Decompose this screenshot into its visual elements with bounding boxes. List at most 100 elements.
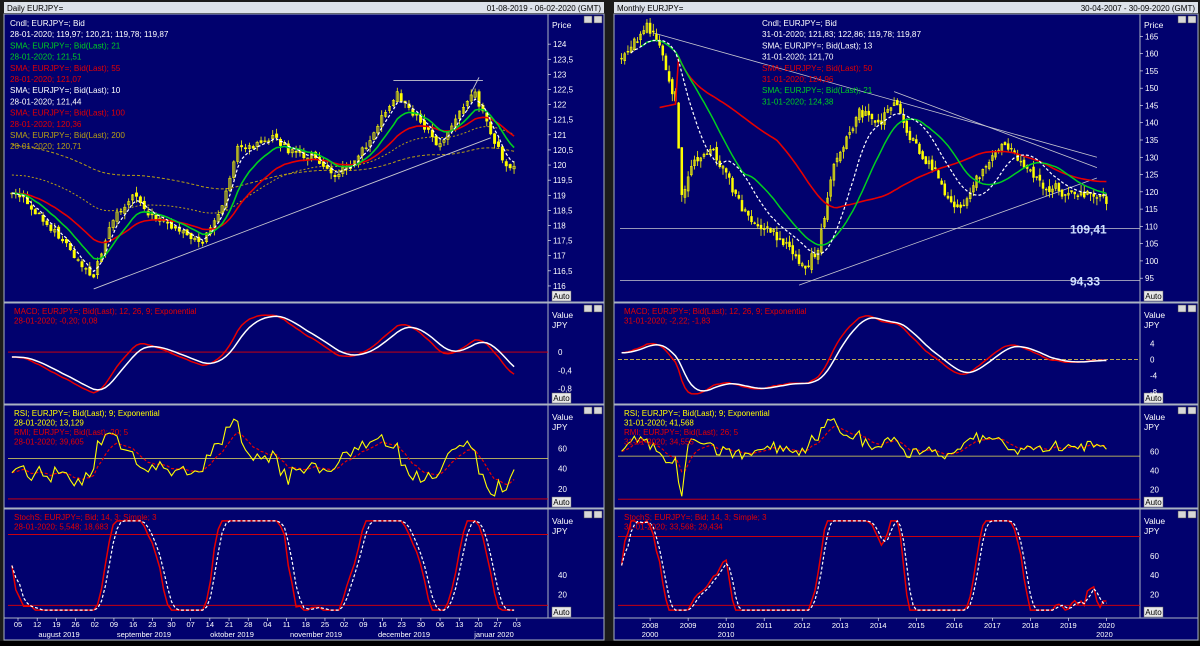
candle-body <box>380 115 384 128</box>
pane-1-close-button[interactable] <box>1187 304 1197 313</box>
indicator-tick-label: 40 <box>558 571 567 580</box>
candle-body <box>360 147 364 157</box>
time-tick-label: 05 <box>14 620 22 629</box>
trendline-upper-1 <box>653 32 1098 158</box>
indicator-tick-label: -0,8 <box>558 385 572 394</box>
time-tick-label: 18 <box>302 620 310 629</box>
price-tick-label: 121,5 <box>553 116 574 125</box>
candle-body <box>1105 196 1108 204</box>
pane-0-auto-button[interactable] <box>551 290 572 302</box>
pane-2-minimize-button[interactable] <box>1177 406 1187 415</box>
candle-body <box>1073 191 1076 195</box>
pane-2-auto-button[interactable] <box>1143 496 1164 508</box>
candle-body <box>33 209 37 215</box>
price-tick-label: 140 <box>1145 119 1159 128</box>
candle-body <box>737 195 741 199</box>
pane-1-auto-button[interactable] <box>1143 392 1164 404</box>
time-year-label: 2017 <box>984 621 1001 630</box>
pane-3-close-button[interactable] <box>1187 510 1197 519</box>
candle-body <box>76 259 80 261</box>
indicator-scale-unit: JPY <box>552 320 568 330</box>
candle-body <box>686 176 690 192</box>
sma21-line <box>11 108 515 260</box>
pane-3-auto-button[interactable] <box>551 606 572 618</box>
candle-body <box>376 125 380 134</box>
candle-body <box>177 226 181 232</box>
sma200-line <box>11 144 515 190</box>
candle-body <box>150 213 154 216</box>
pane-0-close-button[interactable] <box>1187 15 1197 24</box>
window-title-bar <box>614 2 1198 13</box>
pane-2-close-button[interactable] <box>593 406 603 415</box>
macd-signal-line <box>11 315 515 391</box>
candle-body <box>728 173 731 178</box>
price-tick-label: 117 <box>553 252 566 261</box>
candle-body <box>633 38 636 51</box>
candle-body <box>1092 193 1095 197</box>
candle-body <box>788 241 791 248</box>
candle-body <box>123 206 127 214</box>
time-tick-label: 23 <box>148 620 156 629</box>
time-tick-label: 25 <box>321 620 329 629</box>
candle-body <box>1035 176 1038 178</box>
candle-body <box>497 141 500 147</box>
candle-body <box>724 168 728 173</box>
candle-body <box>972 185 975 193</box>
pane-0-minimize-button[interactable] <box>1177 15 1187 24</box>
pane-0-minimize-button[interactable] <box>583 15 593 24</box>
pane-2-auto-button[interactable] <box>551 496 572 508</box>
time-tick-label: 28 <box>244 620 252 629</box>
pane-3-minimize-button[interactable] <box>1177 510 1187 519</box>
candle-body <box>819 229 823 253</box>
candle-body <box>949 196 953 203</box>
pane-3-auto-button[interactable] <box>1143 606 1164 618</box>
candle-body <box>1003 142 1007 146</box>
pane-2-auto-label: Auto <box>1145 498 1162 507</box>
pane-0-auto-button[interactable] <box>1143 290 1164 302</box>
pane-3-close-button[interactable] <box>593 510 603 519</box>
candle-body <box>1060 189 1064 197</box>
candle-body <box>1044 188 1048 191</box>
candle-body <box>80 261 84 268</box>
time-tick-label: 03 <box>513 620 521 629</box>
candle-body <box>135 192 138 197</box>
candle-body <box>930 159 934 171</box>
price-tick-label: 125 <box>1145 171 1159 180</box>
time-decade-label: 2020 <box>1096 630 1113 639</box>
time-year-label: 2011 <box>756 621 772 630</box>
pane-2-close-button[interactable] <box>1187 406 1197 415</box>
time-tick-label: 30 <box>167 620 175 629</box>
pane-0-close-button[interactable] <box>593 15 603 24</box>
pane-3-minimize-button[interactable] <box>583 510 593 519</box>
pane-1-auto-button[interactable] <box>551 392 572 404</box>
candle-body <box>115 211 119 222</box>
price-tick-label: 121 <box>553 131 567 140</box>
candle-body <box>854 117 858 127</box>
indicator-legend-entry: 28-01-2020; 13,129 <box>14 419 84 428</box>
window-title: Monthly EURJPY= <box>617 4 684 13</box>
candle-body <box>807 265 810 268</box>
candle-body <box>953 201 956 208</box>
candle-body <box>696 157 699 162</box>
candle-body <box>661 45 665 56</box>
pane-1-minimize-button[interactable] <box>583 304 593 313</box>
candle-body <box>372 132 376 140</box>
pane-2-minimize-button[interactable] <box>583 406 593 415</box>
candle-body <box>228 177 232 191</box>
time-axis-background <box>3 617 605 641</box>
price-tick-label: 122,5 <box>553 85 574 94</box>
candle-body <box>267 140 271 142</box>
candle-body <box>442 139 446 143</box>
time-tick-label: 16 <box>378 620 386 629</box>
candle-body <box>927 160 931 165</box>
candle-body <box>842 147 845 152</box>
candle-body <box>279 138 282 146</box>
candle-body <box>943 183 947 196</box>
pane-1-close-button[interactable] <box>593 304 603 313</box>
candle-body <box>399 93 403 102</box>
time-tick-label: 30 <box>417 620 425 629</box>
pane-1-minimize-button[interactable] <box>1177 304 1187 313</box>
stoch-d-line <box>621 519 1107 611</box>
candle-body <box>1041 182 1045 189</box>
horizontal-level-label: 94,33 <box>1070 274 1100 288</box>
